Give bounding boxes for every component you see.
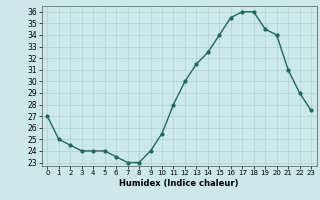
X-axis label: Humidex (Indice chaleur): Humidex (Indice chaleur) [119,179,239,188]
